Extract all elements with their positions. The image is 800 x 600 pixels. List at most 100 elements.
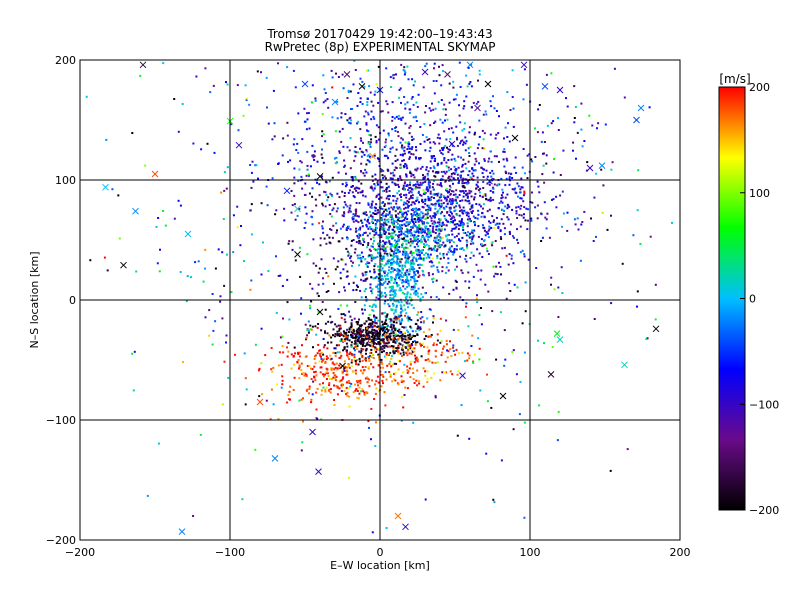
scatter-point — [525, 83, 528, 86]
scatter-point — [400, 271, 403, 274]
scatter-point — [373, 303, 376, 306]
scatter-point — [405, 202, 407, 205]
scatter-point — [545, 162, 548, 165]
scatter-point — [432, 108, 435, 111]
scatter-point — [400, 289, 403, 292]
scatter-point — [422, 257, 425, 260]
scatter-point — [328, 236, 331, 239]
scatter-point — [428, 274, 431, 277]
scatter-point — [494, 272, 497, 275]
scatter-point — [421, 236, 424, 238]
scatter-point — [470, 63, 473, 66]
scatter-point — [407, 336, 410, 339]
scatter-point — [400, 166, 403, 169]
scatter-point — [398, 190, 400, 193]
scatter-point — [440, 199, 443, 202]
scatter-point — [422, 215, 425, 218]
scatter-point — [346, 345, 349, 348]
scatter-point — [468, 170, 471, 173]
scatter-point — [452, 215, 455, 218]
scatter-point — [328, 334, 331, 337]
scatter-point — [386, 364, 389, 367]
scatter-point — [463, 128, 466, 130]
scatter-point — [400, 199, 403, 202]
scatter-point — [414, 187, 417, 190]
scatter-point — [376, 255, 379, 258]
scatter-point — [243, 352, 246, 355]
scatter-point — [265, 76, 268, 79]
scatter-point — [476, 147, 479, 150]
scatter-point — [411, 234, 414, 237]
scatter-point — [444, 271, 447, 274]
scatter-point — [337, 76, 340, 78]
scatter-point — [400, 314, 403, 317]
scatter-point — [336, 207, 339, 210]
scatter-point — [384, 295, 387, 298]
scatter-point — [527, 208, 529, 211]
scatter-point — [359, 234, 362, 237]
scatter-point — [453, 227, 456, 230]
scatter-point — [438, 261, 441, 264]
scatter-point — [394, 289, 397, 292]
scatter-point — [389, 318, 392, 321]
scatter-point — [384, 220, 387, 223]
scatter-point — [380, 236, 383, 239]
scatter-point — [355, 284, 358, 287]
scatter-point — [350, 319, 353, 322]
scatter-point — [352, 83, 355, 86]
scatter-point — [412, 240, 415, 243]
scatter-point — [360, 341, 363, 344]
scatter-point — [415, 270, 418, 272]
scatter-point — [411, 226, 414, 229]
scatter-point — [385, 100, 388, 103]
scatter-point — [404, 314, 407, 317]
scatter-point — [528, 153, 531, 156]
scatter-point — [162, 62, 165, 65]
cross-marker — [402, 523, 409, 531]
scatter-point — [323, 237, 326, 240]
scatter-point — [351, 336, 354, 339]
scatter-point — [343, 340, 346, 342]
scatter-point — [384, 371, 387, 374]
scatter-point — [393, 269, 396, 271]
scatter-point — [328, 204, 331, 206]
scatter-point — [395, 252, 398, 255]
scatter-point — [190, 276, 192, 279]
scatter-point — [404, 217, 407, 220]
scatter-point — [307, 331, 310, 334]
scatter-point — [444, 179, 447, 182]
scatter-point — [361, 308, 364, 311]
scatter-point — [566, 229, 569, 232]
scatter-point — [410, 188, 413, 191]
scatter-point — [406, 277, 409, 280]
scatter-point — [452, 80, 455, 83]
scatter-point — [499, 236, 502, 238]
scatter-point — [462, 143, 465, 146]
scatter-point — [465, 305, 467, 308]
scatter-point — [450, 179, 453, 182]
scatter-point — [225, 187, 228, 190]
scatter-point — [376, 337, 379, 340]
scatter-point — [322, 204, 324, 207]
scatter-point — [320, 366, 323, 369]
scatter-point — [434, 232, 437, 234]
scatter-point — [349, 351, 352, 354]
scatter-point — [416, 230, 419, 233]
scatter-point — [410, 342, 413, 345]
scatter-point — [415, 169, 418, 172]
scatter-point — [327, 196, 330, 199]
scatter-point — [427, 177, 429, 180]
scatter-point — [452, 253, 455, 256]
scatter-point — [387, 111, 390, 114]
scatter-point — [392, 326, 395, 329]
scatter-point — [452, 350, 455, 352]
scatter-point — [345, 275, 348, 278]
scatter-point — [355, 202, 358, 204]
scatter-point — [388, 266, 391, 269]
scatter-point — [438, 196, 441, 199]
scatter-point — [338, 150, 341, 153]
scatter-point — [234, 353, 236, 356]
y-tick-label: 0 — [69, 294, 76, 307]
cross-marker — [294, 251, 301, 258]
scatter-points — [85, 60, 673, 534]
